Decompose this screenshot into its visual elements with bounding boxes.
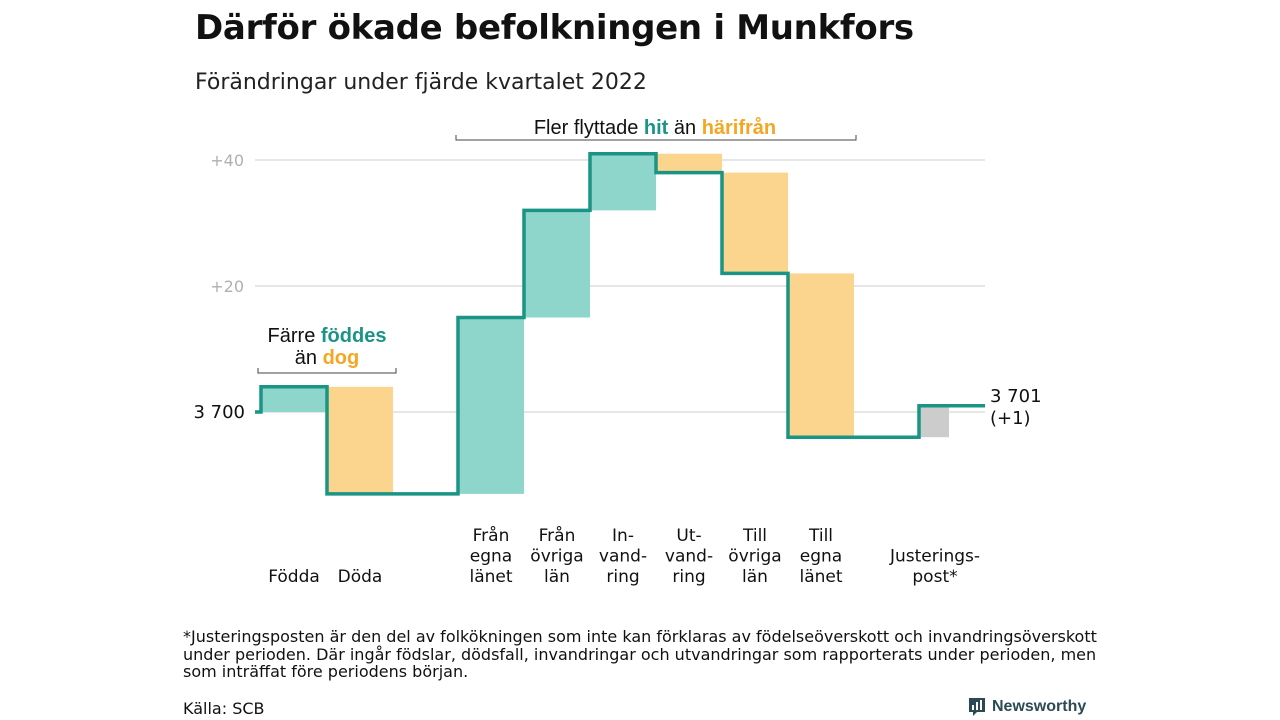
x-category-label: Till: [742, 526, 767, 546]
end-change-label: (+1): [990, 408, 1031, 429]
x-category-label: övriga: [728, 547, 781, 567]
x-category-label: övriga: [530, 547, 583, 567]
x-category-label: län: [742, 567, 768, 587]
x-category-label: Ut-: [676, 526, 701, 546]
x-category-label: Till: [808, 526, 833, 546]
waterfall-bar: [327, 386, 393, 494]
x-category-label: ring: [672, 567, 705, 587]
annotation-births-deaths: än dog: [295, 347, 359, 369]
waterfall-bar: [261, 386, 327, 412]
x-category-label: post*: [912, 567, 957, 587]
x-category-label: vand-: [599, 547, 647, 567]
x-category-label: Från: [539, 525, 576, 546]
cumulative-step-line: [255, 151, 985, 496]
waterfall-bar: [656, 153, 722, 173]
x-category-label: län: [544, 567, 570, 587]
start-value-label: 3 700: [193, 402, 245, 423]
x-category-label: ring: [606, 567, 639, 587]
x-category-label: vand-: [665, 547, 713, 567]
waterfall-bar: [919, 405, 949, 438]
annotation-bracket: [257, 368, 397, 374]
brand-logo: Newsworthy: [968, 697, 1086, 717]
chart-title: Därför ökade befolkningen i Munkfors: [195, 8, 914, 48]
waterfall-bar: [458, 317, 524, 494]
source-label: Källa: SCB: [183, 699, 265, 718]
y-tick-label: +40: [210, 151, 244, 170]
chart-subtitle: Förändringar under fjärde kvartalet 2022: [195, 70, 647, 95]
x-category-label: Döda: [338, 567, 383, 587]
waterfall-bar: [788, 273, 854, 438]
y-tick-label: +20: [210, 277, 244, 296]
x-category-label: Födda: [268, 567, 320, 587]
x-category-label: länet: [469, 567, 512, 587]
waterfall-bar: [590, 153, 656, 211]
bar-chart-logo-icon: [969, 698, 985, 716]
annotation-migration: Fler flyttade hit än härifrån: [534, 116, 776, 139]
annotation-bracket: [455, 135, 857, 141]
x-category-label: In-: [612, 526, 634, 546]
x-category-label: Justerings-: [889, 547, 980, 567]
end-value-label: 3 701: [990, 386, 1042, 407]
annotation-births-deaths: Färre föddes: [268, 325, 387, 347]
waterfall-bar: [524, 210, 590, 318]
x-category-label: egna: [800, 547, 842, 567]
x-category-label: länet: [799, 567, 842, 587]
x-category-label: Från: [473, 525, 510, 546]
x-category-label: egna: [470, 547, 512, 567]
waterfall-bar: [722, 172, 788, 274]
footnote: *Justeringsposten är den del av folkökni…: [183, 627, 1097, 681]
brand-name: Newsworthy: [992, 698, 1087, 715]
